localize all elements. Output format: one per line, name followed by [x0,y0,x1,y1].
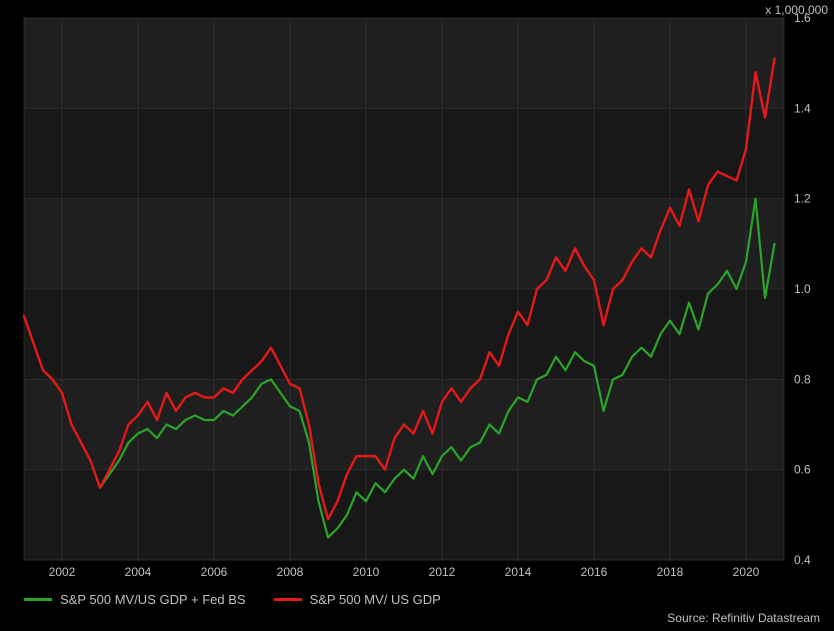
x-tick-label: 2010 [353,565,380,579]
x-tick-label: 2016 [581,565,608,579]
legend-item: S&P 500 MV/ US GDP [274,592,441,607]
x-tick-label: 2018 [657,565,684,579]
legend-label: S&P 500 MV/ US GDP [310,592,441,607]
line-chart: 0.40.60.81.01.21.41.62002200420062008201… [0,0,834,631]
chart-container: 0.40.60.81.01.21.41.62002200420062008201… [0,0,834,631]
x-tick-label: 2008 [277,565,304,579]
legend-item: S&P 500 MV/US GDP + Fed BS [24,592,246,607]
source-label: Source: Refinitiv Datastream [667,611,820,625]
legend: S&P 500 MV/US GDP + Fed BS S&P 500 MV/ US… [24,592,441,607]
y-tick-label: 0.6 [794,463,811,477]
y-tick-label: 1.4 [794,101,811,115]
y-multiplier-label: x 1,000,000 [765,3,828,17]
x-tick-label: 2004 [125,565,152,579]
y-tick-label: 0.4 [794,553,811,567]
x-tick-label: 2012 [429,565,456,579]
x-tick-label: 2006 [201,565,228,579]
y-tick-label: 1.0 [794,282,811,296]
legend-swatch [274,598,302,601]
legend-label: S&P 500 MV/US GDP + Fed BS [60,592,246,607]
y-tick-label: 1.2 [794,192,811,206]
y-tick-label: 0.8 [794,372,811,386]
legend-swatch [24,598,52,601]
x-tick-label: 2002 [49,565,76,579]
x-tick-label: 2014 [505,565,532,579]
x-tick-label: 2020 [733,565,760,579]
